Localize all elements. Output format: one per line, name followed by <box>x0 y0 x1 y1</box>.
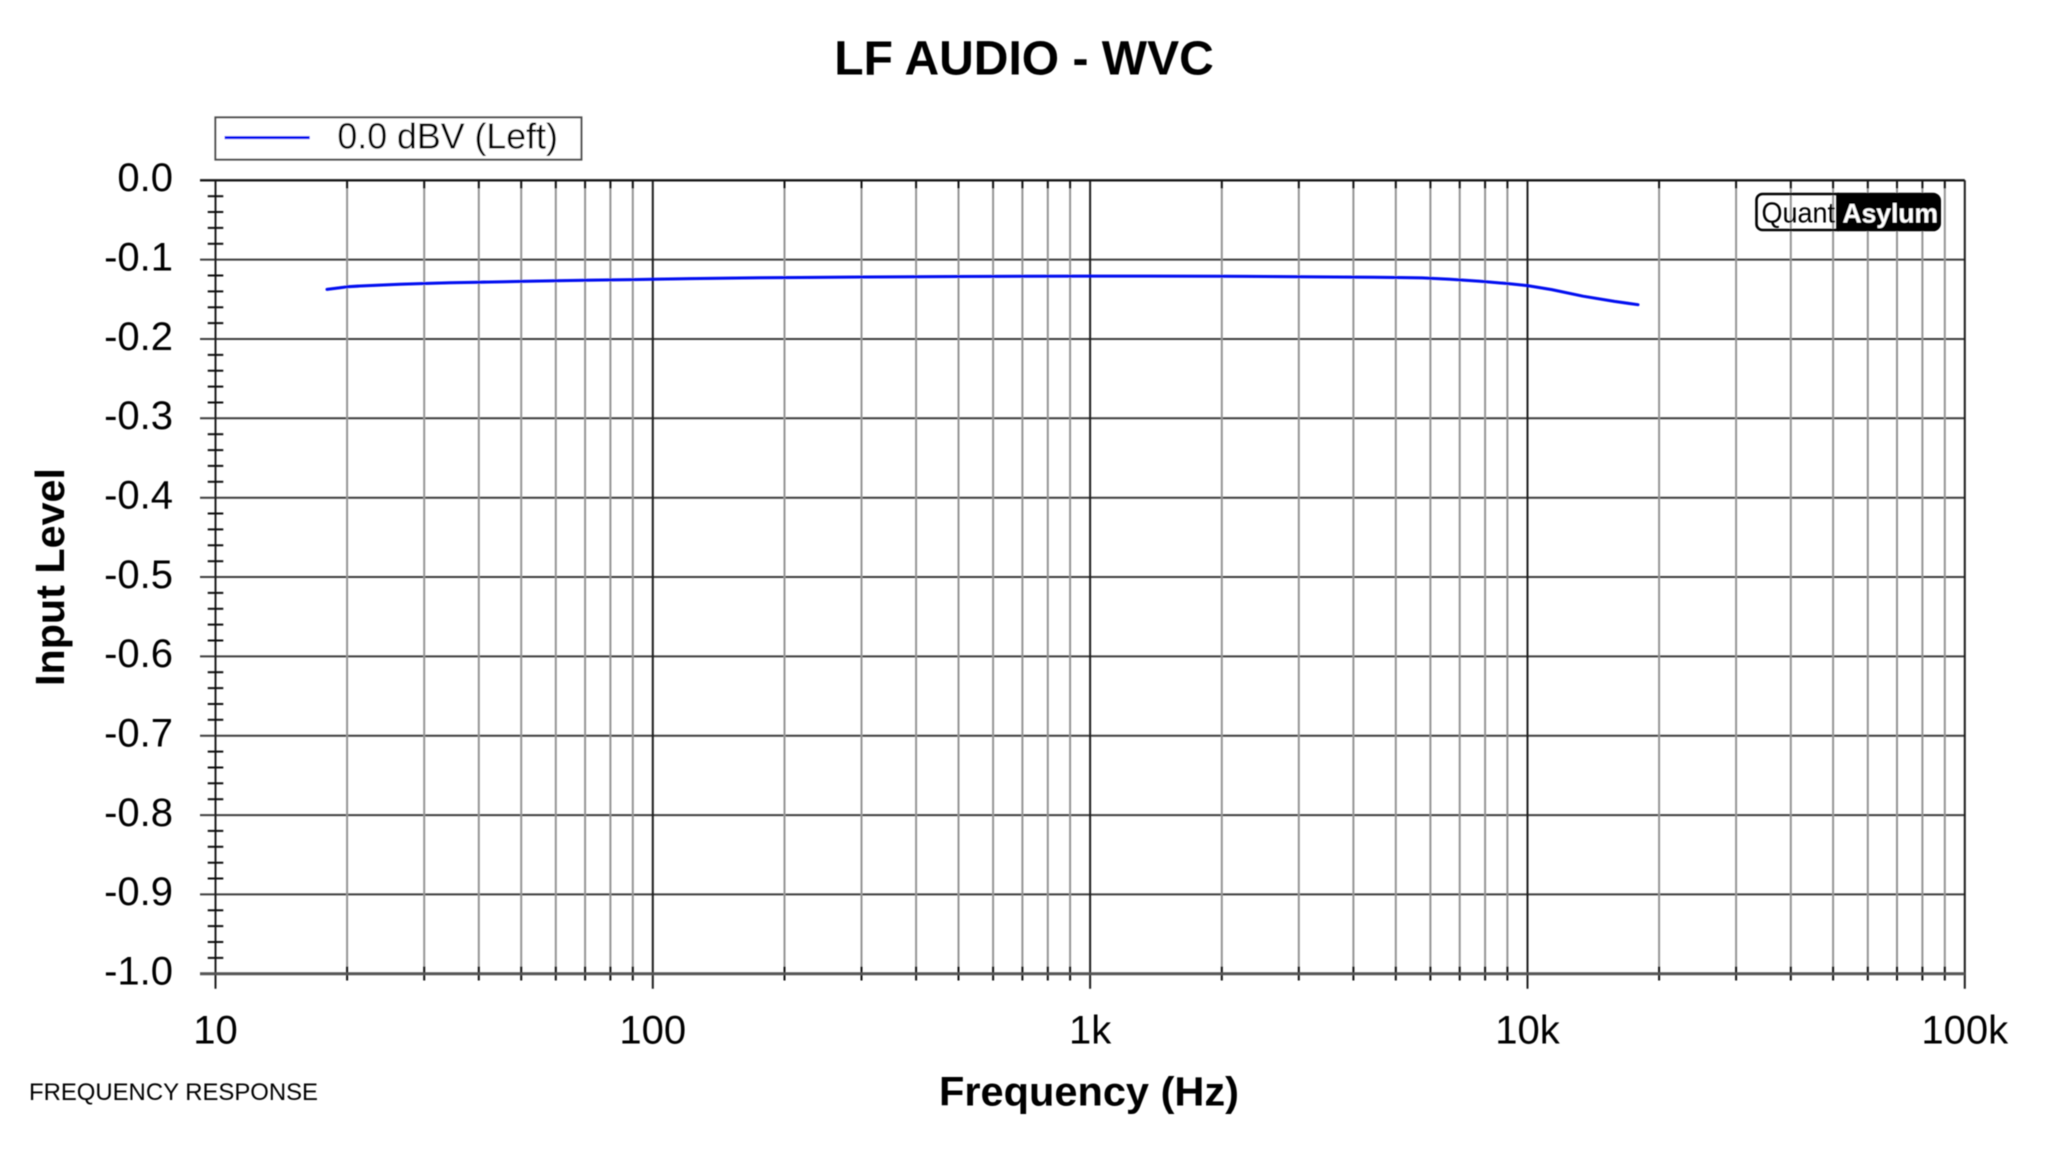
svg-text:FREQUENCY RESPONSE: FREQUENCY RESPONSE <box>29 1079 318 1106</box>
svg-text:-0.4: -0.4 <box>104 474 173 518</box>
svg-text:10: 10 <box>193 1009 238 1053</box>
svg-text:100k: 100k <box>1921 1009 2009 1053</box>
svg-text:-0.7: -0.7 <box>104 712 173 756</box>
svg-text:-0.9: -0.9 <box>104 870 173 914</box>
svg-text:0.0: 0.0 <box>117 156 173 200</box>
svg-text:10k: 10k <box>1495 1009 1560 1053</box>
svg-text:100: 100 <box>619 1009 686 1053</box>
svg-text:-0.8: -0.8 <box>104 791 173 835</box>
svg-text:0.0 dBV (Left): 0.0 dBV (Left) <box>337 115 558 156</box>
svg-text:-1.0: -1.0 <box>104 950 173 994</box>
svg-text:-0.5: -0.5 <box>104 553 173 597</box>
svg-text:-0.1: -0.1 <box>104 235 173 279</box>
svg-text:LF AUDIO - WVC: LF AUDIO - WVC <box>834 33 1214 86</box>
svg-text:-0.6: -0.6 <box>104 632 173 676</box>
svg-text:Frequency (Hz): Frequency (Hz) <box>939 1069 1239 1115</box>
svg-text:-0.2: -0.2 <box>104 315 173 359</box>
svg-text:Input Level: Input Level <box>27 468 73 686</box>
svg-text:Quant: Quant <box>1762 198 1836 230</box>
svg-text:1k: 1k <box>1069 1009 1112 1053</box>
svg-text:-0.3: -0.3 <box>104 394 173 438</box>
svg-text:Asylum: Asylum <box>1843 199 1939 229</box>
